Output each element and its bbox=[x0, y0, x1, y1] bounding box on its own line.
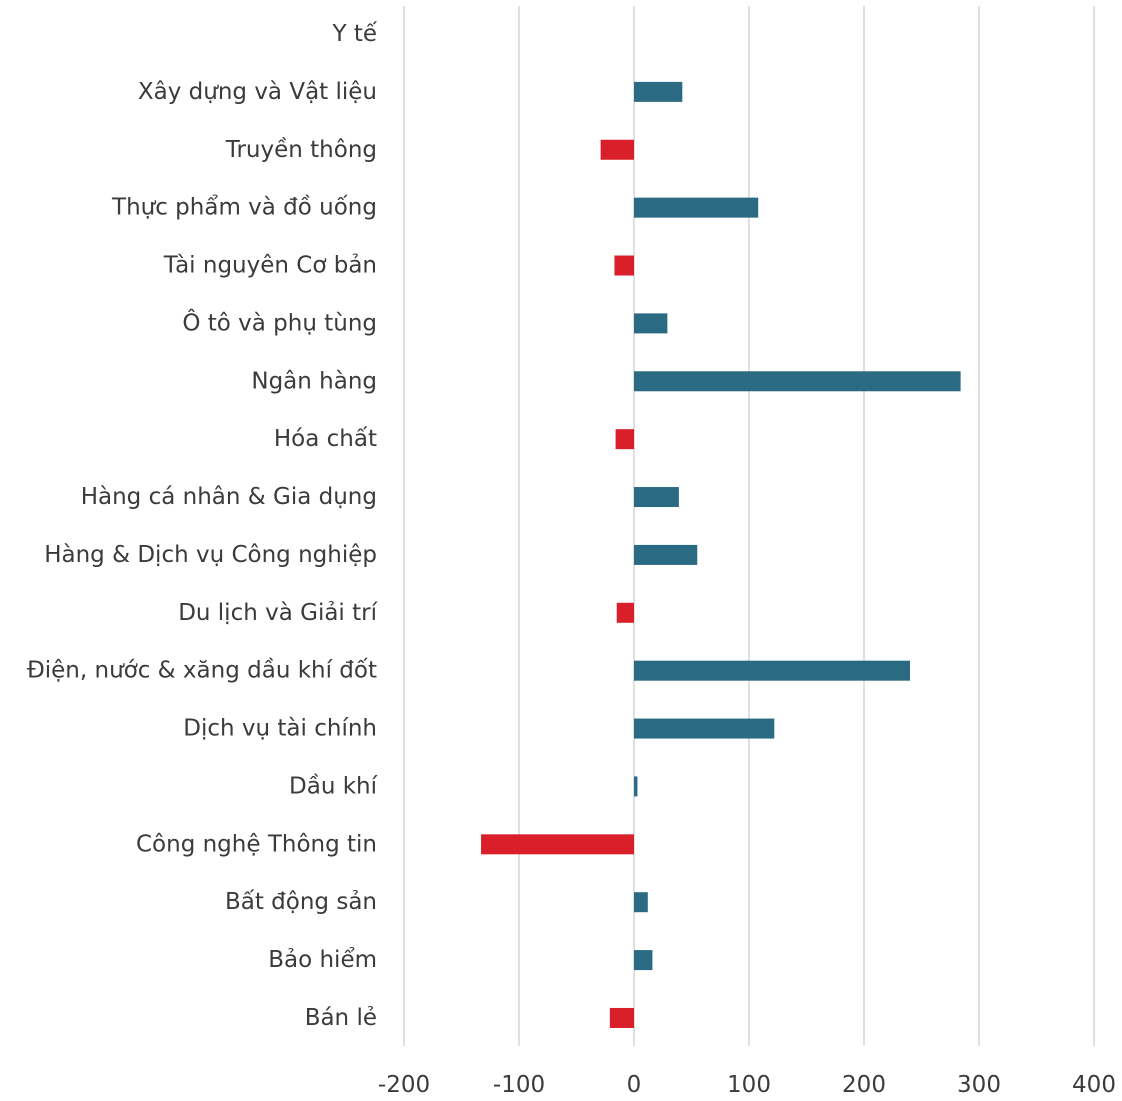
x-tick-label: 0 bbox=[627, 1072, 642, 1097]
category-label: Điện, nước & xăng dầu khí đốt bbox=[27, 658, 377, 684]
category-label: Hóa chất bbox=[274, 426, 377, 452]
category-label: Ngân hàng bbox=[251, 368, 377, 394]
category-label: Bất động sản bbox=[225, 889, 377, 915]
category-labels: Y tế Xây dựng và Vật liệu Truyền thông Thực… bbox=[27, 21, 378, 1031]
bar bbox=[616, 602, 634, 623]
category-label: Thực phẩm và đồ uống bbox=[111, 195, 377, 221]
bar bbox=[634, 487, 679, 508]
x-tick-label: 300 bbox=[957, 1072, 1001, 1097]
bar bbox=[600, 139, 634, 160]
x-tick-label: -100 bbox=[493, 1072, 545, 1097]
x-tick-label: 100 bbox=[727, 1072, 771, 1097]
bar bbox=[634, 718, 775, 739]
bars bbox=[481, 81, 961, 1028]
bar bbox=[634, 371, 961, 392]
bar bbox=[634, 776, 638, 797]
category-label: Hàng & Dịch vụ Công nghiệp bbox=[44, 542, 377, 568]
bar bbox=[615, 429, 634, 450]
gridlines bbox=[403, 6, 1095, 1046]
category-label: Tài nguyên Cơ bản bbox=[163, 253, 377, 279]
bar bbox=[634, 660, 910, 681]
category-label: Truyền thông bbox=[225, 137, 377, 163]
bar bbox=[614, 255, 634, 276]
category-label: Y tế bbox=[331, 21, 377, 47]
category-label: Bảo hiểm bbox=[268, 947, 377, 973]
bar bbox=[634, 197, 759, 218]
category-label: Xây dựng và Vật liệu bbox=[138, 79, 377, 105]
x-tick-label: 200 bbox=[842, 1072, 886, 1097]
bar bbox=[609, 1007, 634, 1028]
category-label: Hàng cá nhân & Gia dụng bbox=[81, 484, 377, 510]
x-axis-ticks: -200 -100 0 100 200 300 400 bbox=[378, 1072, 1116, 1098]
category-label: Dịch vụ tài chính bbox=[183, 716, 377, 742]
category-label: Công nghệ Thông tin bbox=[136, 831, 377, 857]
category-label: Dầu khí bbox=[289, 773, 378, 799]
bar bbox=[634, 81, 683, 102]
category-label: Ô tô và phụ tùng bbox=[182, 308, 377, 336]
bar bbox=[634, 544, 698, 565]
category-label: Bán lẻ bbox=[305, 1005, 377, 1031]
bar bbox=[634, 313, 668, 334]
bar bbox=[634, 892, 648, 913]
x-tick-label: -200 bbox=[378, 1072, 430, 1097]
bar bbox=[634, 950, 653, 971]
x-tick-label: 400 bbox=[1072, 1072, 1116, 1097]
bar bbox=[481, 834, 634, 855]
category-label: Du lịch và Giải trí bbox=[178, 600, 377, 626]
